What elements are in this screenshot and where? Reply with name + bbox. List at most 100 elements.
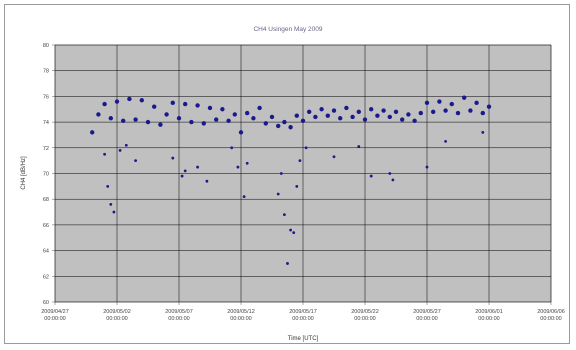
data-point xyxy=(391,178,395,182)
data-point xyxy=(486,104,492,109)
data-point xyxy=(106,184,110,188)
y-axis-label: CH4 [dB/Hz] xyxy=(21,156,27,190)
data-point xyxy=(356,109,361,115)
data-point xyxy=(387,114,392,120)
data-point xyxy=(180,174,184,178)
data-point xyxy=(307,109,312,115)
data-point xyxy=(118,148,122,152)
data-point xyxy=(96,112,101,117)
data-point xyxy=(196,165,200,169)
data-point xyxy=(171,156,175,160)
chart-svg: CH4 Usingen May 2009 60 62 64 66 68 70 72 74 76 7… xyxy=(21,26,565,342)
data-point xyxy=(331,108,337,113)
data-point xyxy=(195,103,200,108)
data-point xyxy=(133,117,138,122)
data-point xyxy=(357,145,361,148)
x-axis-ticks: 2009/04/2700:00:002009/05/0200:00:002009… xyxy=(41,302,565,322)
data-point xyxy=(90,130,95,135)
data-point xyxy=(145,119,151,125)
data-points xyxy=(90,95,492,265)
data-point xyxy=(257,105,262,111)
data-point xyxy=(369,174,373,178)
data-point xyxy=(238,130,244,135)
data-point xyxy=(121,118,126,124)
x-tick-label-date: 2009/04/27 xyxy=(41,309,69,315)
data-point xyxy=(288,125,293,130)
data-point xyxy=(455,110,461,116)
data-point xyxy=(295,184,299,188)
data-point xyxy=(400,117,405,122)
data-point xyxy=(286,262,289,265)
data-point xyxy=(292,231,296,235)
data-point xyxy=(170,100,175,106)
data-point xyxy=(189,119,194,125)
y-tick-label: 70 xyxy=(43,172,49,178)
x-tick-label-date: 2009/05/07 xyxy=(165,309,193,315)
data-point xyxy=(134,159,138,163)
data-point xyxy=(245,110,250,116)
y-tick-label: 72 xyxy=(43,146,49,152)
data-point xyxy=(276,192,280,196)
data-point xyxy=(183,101,188,107)
gridlines xyxy=(54,44,552,303)
data-point xyxy=(362,117,368,122)
data-point xyxy=(183,169,187,173)
data-point xyxy=(283,213,286,217)
data-point xyxy=(139,98,144,103)
data-point xyxy=(412,118,417,124)
x-tick-label-time: 00:00:00 xyxy=(168,316,189,322)
data-point xyxy=(462,95,467,100)
y-tick-label: 66 xyxy=(43,223,49,229)
data-point xyxy=(127,96,132,102)
data-point xyxy=(103,152,106,156)
x-tick-label-date: 2009/06/06 xyxy=(537,309,565,315)
data-point xyxy=(294,113,299,118)
x-axis-label: Time [UTC] xyxy=(288,336,319,342)
data-point xyxy=(236,165,240,169)
data-point xyxy=(304,146,308,150)
x-tick-label-time: 00:00:00 xyxy=(416,316,437,322)
data-point xyxy=(282,119,287,125)
x-tick-label-time: 00:00:00 xyxy=(230,316,251,322)
data-point xyxy=(375,113,380,118)
data-point xyxy=(468,108,473,113)
y-tick-label: 78 xyxy=(43,69,49,75)
data-point xyxy=(245,161,249,165)
data-point xyxy=(443,108,448,113)
data-point xyxy=(319,107,324,112)
data-point xyxy=(158,122,163,127)
data-point xyxy=(298,159,302,163)
x-tick-label-time: 00:00:00 xyxy=(354,316,375,322)
data-point xyxy=(393,109,399,115)
data-point xyxy=(480,110,485,116)
x-tick-label-date: 2009/05/27 xyxy=(413,309,441,315)
chart-frame: CH4 Usingen May 2009 60 62 64 66 68 70 72 74 76 7… xyxy=(4,4,570,344)
data-point xyxy=(381,108,386,113)
y-tick-label: 64 xyxy=(43,249,49,255)
data-point xyxy=(406,112,411,117)
data-point xyxy=(431,109,436,115)
data-point xyxy=(300,118,306,124)
data-point xyxy=(338,116,343,121)
data-point xyxy=(424,100,430,106)
data-point xyxy=(232,112,237,117)
data-point xyxy=(344,105,349,111)
x-tick-label-time: 00:00:00 xyxy=(44,316,65,322)
data-point xyxy=(444,139,447,143)
y-axis-ticks: 60 62 64 66 68 70 72 74 76 78 80 xyxy=(43,43,55,306)
data-point xyxy=(205,179,209,183)
data-point xyxy=(230,146,234,150)
data-point xyxy=(152,104,157,109)
data-point xyxy=(350,114,355,120)
data-point xyxy=(102,101,107,107)
x-tick-label-time: 00:00:00 xyxy=(106,316,127,322)
data-point xyxy=(388,172,392,175)
data-point xyxy=(112,210,116,214)
x-tick-label-time: 00:00:00 xyxy=(478,316,499,322)
data-point xyxy=(474,100,479,106)
data-point xyxy=(279,172,283,175)
data-point xyxy=(108,116,114,121)
data-point xyxy=(449,101,454,107)
data-point xyxy=(425,165,429,169)
data-point xyxy=(437,99,442,104)
